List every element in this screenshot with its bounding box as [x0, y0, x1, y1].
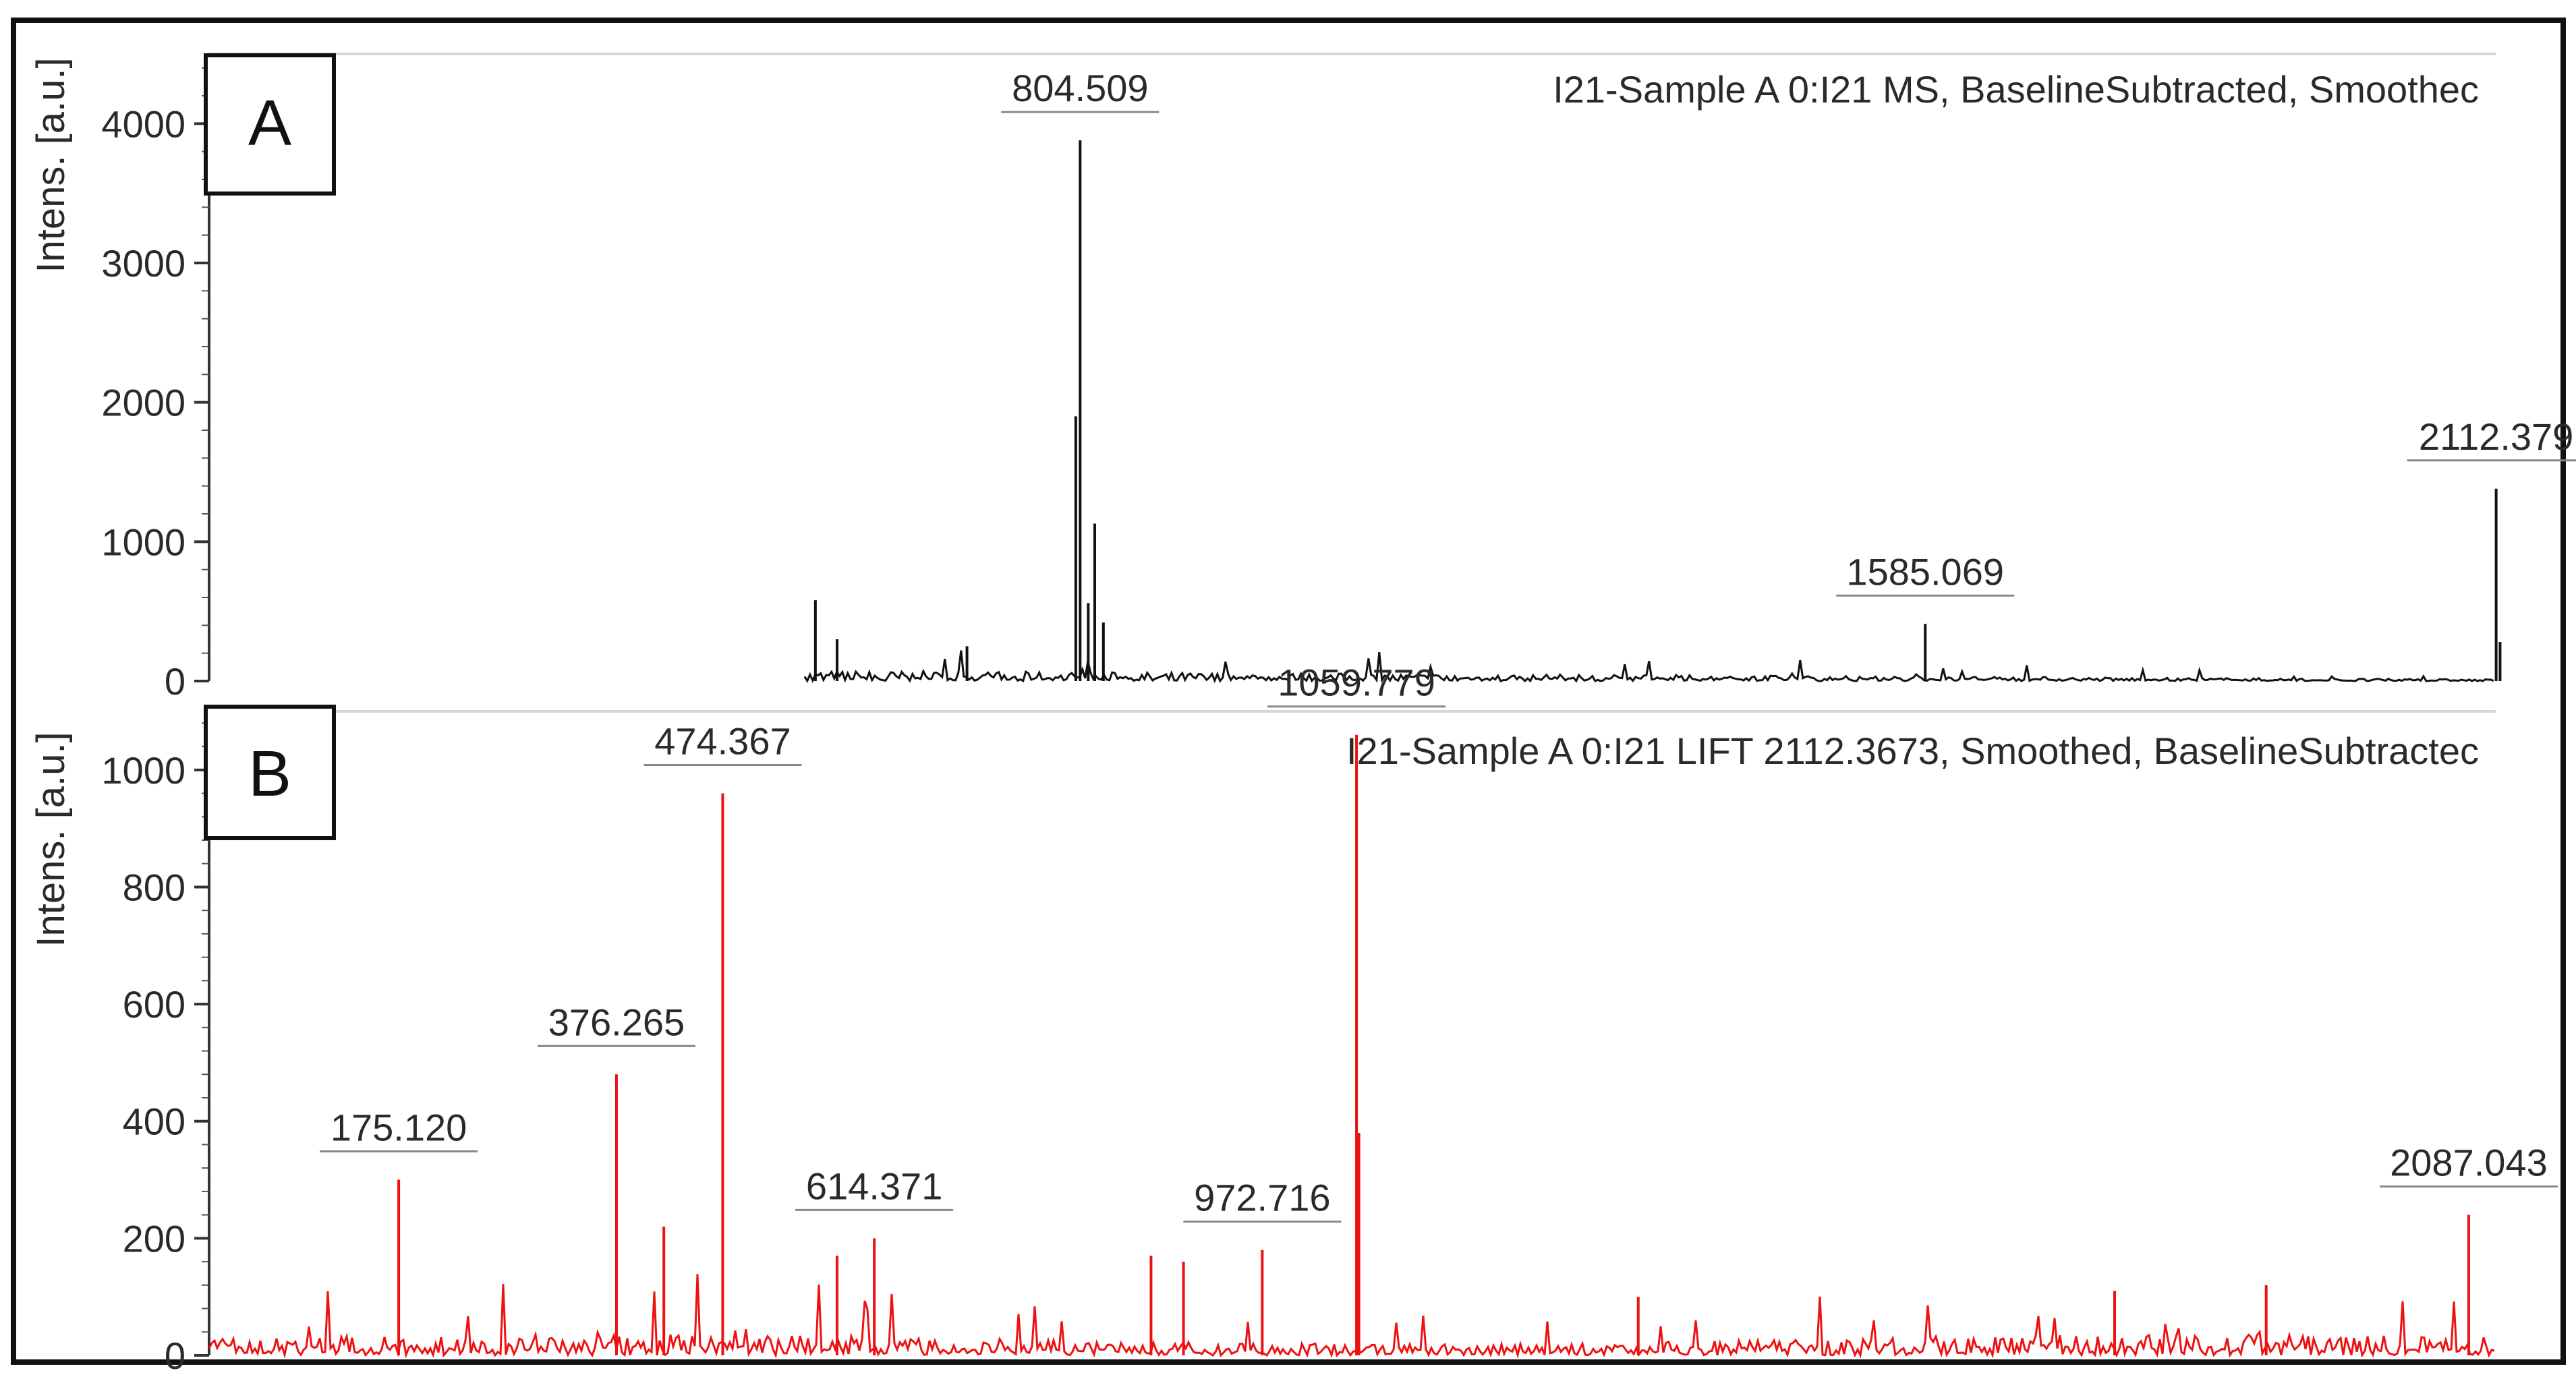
peak-label: 376.265: [548, 1001, 685, 1043]
y-tick-label: 4000: [101, 102, 185, 145]
panel-a-label: A: [248, 87, 291, 159]
panel-a-noise-trace: [803, 650, 2494, 684]
panel-a-peaks: [813, 140, 2502, 681]
figure-frame: [11, 18, 2566, 1365]
panel-b-label: B: [248, 738, 291, 810]
peak-label: 972.716: [1194, 1177, 1330, 1219]
panel-b-ylabel: Intens. [a.u.]: [29, 732, 73, 947]
panel-b-peaks: [397, 734, 2470, 1355]
peak-label: 474.367: [654, 720, 791, 763]
y-tick-label: 0: [165, 660, 185, 703]
panel-b-noise-trace: [208, 1274, 2495, 1359]
peak-label: 804.509: [1012, 67, 1148, 109]
y-tick-label: 1000: [101, 749, 185, 792]
peak-label: 2087.043: [2390, 1142, 2548, 1184]
panel-b-peak-labels: 175.120 376.265 474.367 614.371 972.716 1059.…: [320, 661, 2558, 1223]
y-tick-label: 200: [123, 1217, 185, 1260]
y-tick-label: 1000: [101, 521, 185, 563]
panel-a: 0 1000 2000 3000 4000 Intens. [a.u.] 804.509…: [29, 53, 2576, 703]
panel-a-peak-labels: 804.509 1585.069 2112.379: [1001, 67, 2576, 597]
panel-b: 0 200 400 600 800 1000 Intens. [a.u.] 175.120…: [29, 661, 2558, 1377]
peak-label: 1585.069: [1846, 550, 2004, 593]
y-tick-label: 2000: [101, 382, 185, 424]
peak-label: 2112.379: [2419, 415, 2573, 458]
y-tick-label: 600: [123, 983, 185, 1026]
panel-b-title: I21-Sample A 0:I21 LIFT 2112.3673, Smoot…: [1346, 730, 2479, 772]
y-tick-label: 3000: [101, 242, 185, 285]
panel-a-ylabel: Intens. [a.u.]: [29, 57, 73, 272]
peak-label: 175.120: [331, 1107, 467, 1149]
panel-a-title: I21-Sample A 0:I21 MS, BaselineSubtracte…: [1553, 68, 2479, 111]
y-tick-label: 800: [123, 866, 185, 908]
y-tick-label: 0: [165, 1334, 185, 1377]
panel-a-y-ticks: 0 1000 2000 3000 4000: [101, 102, 209, 703]
panel-b-y-ticks: 0 200 400 600 800 1000: [101, 749, 209, 1377]
panel-a-label-box: [204, 53, 336, 196]
y-tick-label: 400: [123, 1100, 185, 1143]
panel-b-label-box: [204, 705, 336, 840]
peak-label: 614.371: [806, 1165, 942, 1207]
peak-label: 1059.779: [1278, 661, 1435, 704]
